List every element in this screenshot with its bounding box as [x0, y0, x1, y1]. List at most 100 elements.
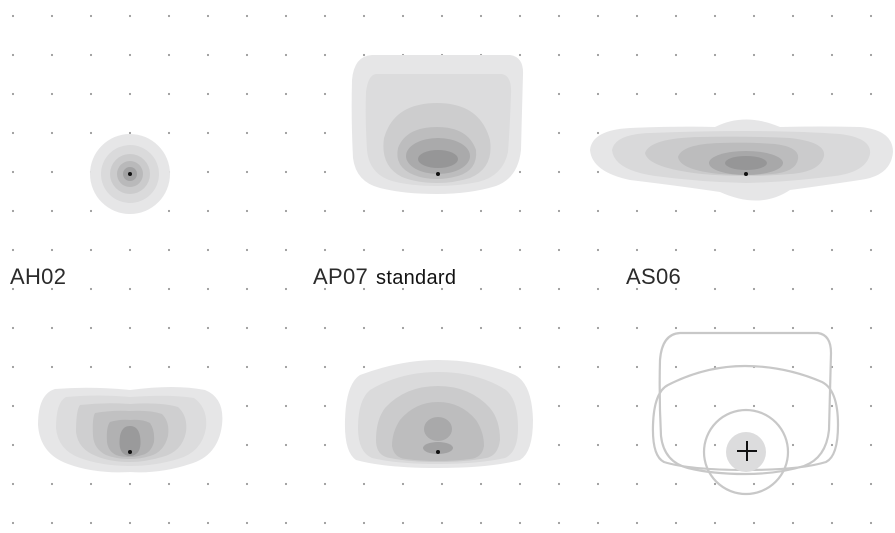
- grid-dot: [206, 170, 210, 174]
- ap07-level-6: [418, 150, 458, 168]
- grid-dot: [791, 443, 795, 447]
- distribution-bottom-left: [38, 387, 223, 473]
- grid-dot: [518, 482, 522, 486]
- grid-dot: [362, 14, 366, 18]
- grid-dot: [440, 14, 444, 18]
- grid-dot: [713, 482, 717, 486]
- grid-dot: [752, 287, 756, 291]
- grid-dot: [752, 521, 756, 525]
- grid-dot: [128, 365, 132, 369]
- grid-dot: [50, 365, 54, 369]
- grid-dot: [50, 287, 54, 291]
- grid-dot: [401, 521, 405, 525]
- grid-dot: [323, 521, 327, 525]
- grid-dot: [752, 14, 756, 18]
- grid-dot: [11, 170, 15, 174]
- grid-dot: [323, 482, 327, 486]
- grid-dot: [11, 248, 15, 252]
- grid-dot: [362, 365, 366, 369]
- label-ah02: AH02: [10, 264, 66, 290]
- grid-dot: [713, 521, 717, 525]
- grid-dot: [830, 326, 834, 330]
- grid-dot: [596, 248, 600, 252]
- grid-dot: [791, 482, 795, 486]
- grid-dot: [245, 326, 249, 330]
- grid-dot: [206, 14, 210, 18]
- grid-dot: [440, 248, 444, 252]
- grid-dot: [128, 326, 132, 330]
- grid-dot: [635, 53, 639, 57]
- ah02-center-dot: [128, 172, 132, 176]
- grid-dot: [596, 209, 600, 213]
- grid-dot: [206, 287, 210, 291]
- grid-dot: [245, 170, 249, 174]
- grid-dot: [245, 287, 249, 291]
- grid-dot: [518, 365, 522, 369]
- grid-dot: [869, 365, 873, 369]
- grid-dot: [479, 209, 483, 213]
- grid-dot: [557, 443, 561, 447]
- grid-dot: [401, 14, 405, 18]
- grid-dot: [362, 326, 366, 330]
- grid-dot: [518, 170, 522, 174]
- grid-dot: [635, 248, 639, 252]
- grid-dot: [50, 170, 54, 174]
- grid-dot: [557, 482, 561, 486]
- grid-dot: [167, 248, 171, 252]
- grid-dot: [674, 521, 678, 525]
- grid-dot: [323, 248, 327, 252]
- grid-dot: [284, 53, 288, 57]
- grid-dot: [11, 131, 15, 135]
- grid-dot: [869, 404, 873, 408]
- grid-dot: [791, 404, 795, 408]
- grid-dot: [323, 326, 327, 330]
- grid-dot: [206, 92, 210, 96]
- grid-dot: [557, 365, 561, 369]
- grid-dot: [284, 131, 288, 135]
- grid-dot: [284, 326, 288, 330]
- grid-dot: [635, 209, 639, 213]
- grid-dot: [752, 53, 756, 57]
- grid-dot: [11, 521, 15, 525]
- grid-dot: [89, 287, 93, 291]
- grid-dot: [791, 248, 795, 252]
- grid-dot: [128, 14, 132, 18]
- grid-dot: [557, 326, 561, 330]
- grid-dot: [128, 248, 132, 252]
- grid-dot: [284, 365, 288, 369]
- grid-dot: [518, 14, 522, 18]
- grid-dot: [752, 326, 756, 330]
- outline-rounded: [651, 364, 840, 472]
- grid-dot: [440, 326, 444, 330]
- grid-dot: [869, 443, 873, 447]
- grid-dot: [596, 482, 600, 486]
- ap07-center-dot: [436, 172, 440, 176]
- grid-dot: [635, 92, 639, 96]
- grid-dot: [11, 482, 15, 486]
- distribution-as06: [590, 119, 893, 201]
- grid-dot: [245, 248, 249, 252]
- grid-dot: [713, 404, 717, 408]
- grid-dot: [401, 287, 405, 291]
- grid-dot: [89, 521, 93, 525]
- grid-dot: [323, 53, 327, 57]
- grid-dot: [830, 14, 834, 18]
- grid-dot: [89, 92, 93, 96]
- grid-dot: [518, 326, 522, 330]
- grid-dot: [50, 53, 54, 57]
- grid-dot: [284, 287, 288, 291]
- grid-dot: [635, 287, 639, 291]
- grid-dot: [440, 521, 444, 525]
- label-ah02-text: AH02: [10, 264, 67, 289]
- grid-dot: [713, 14, 717, 18]
- grid-dot: [752, 248, 756, 252]
- grid-dot: [167, 92, 171, 96]
- grid-dot: [284, 482, 288, 486]
- grid-dot: [869, 521, 873, 525]
- grid-dot: [11, 14, 15, 18]
- grid-dot: [869, 248, 873, 252]
- grid-dot: [206, 248, 210, 252]
- grid-dot: [713, 287, 717, 291]
- grid-dot: [89, 209, 93, 213]
- grid-dot: [713, 53, 717, 57]
